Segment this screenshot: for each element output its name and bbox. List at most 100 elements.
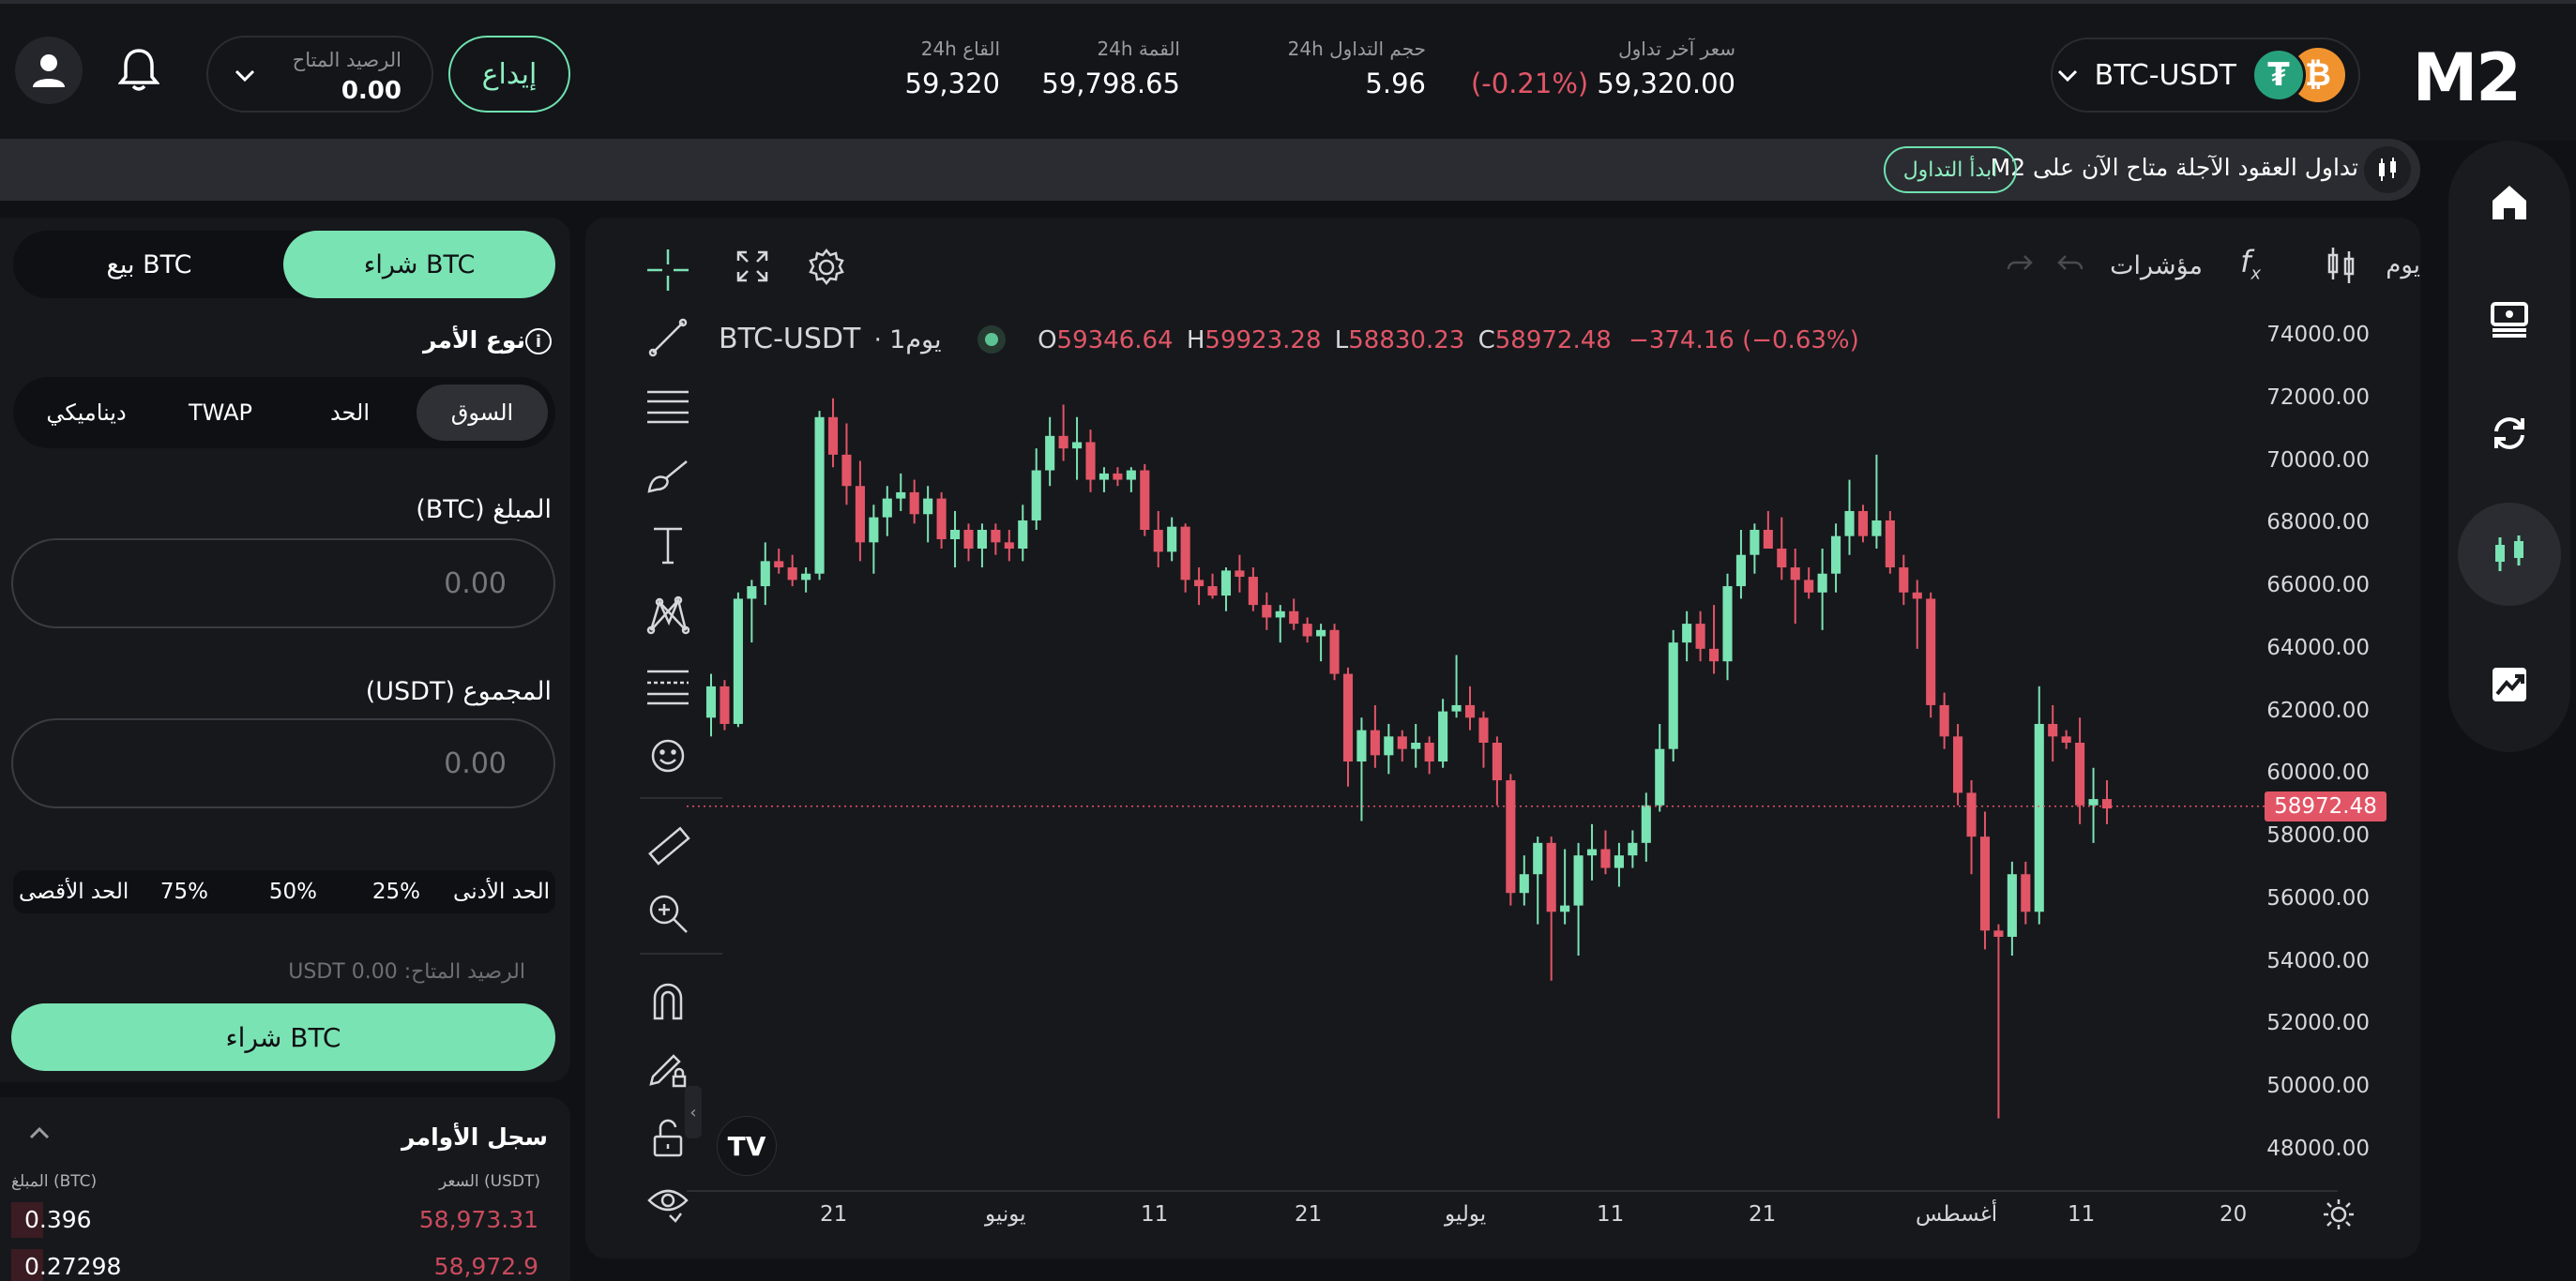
candle bbox=[1831, 535, 1841, 574]
tab-dynamic[interactable]: ديناميكي bbox=[46, 399, 127, 426]
candle bbox=[2034, 723, 2044, 912]
candle bbox=[1763, 529, 1773, 550]
crosshair-icon[interactable] bbox=[642, 244, 694, 296]
low-label: القاع 24h bbox=[920, 38, 1000, 60]
order-price: 58,972.9 bbox=[433, 1253, 538, 1280]
interval-selector[interactable]: يوم bbox=[2386, 251, 2420, 279]
candle bbox=[1316, 629, 1326, 637]
candle bbox=[963, 529, 974, 550]
tab-limit[interactable]: الحد bbox=[329, 399, 371, 426]
lock-draw-icon[interactable] bbox=[642, 1043, 694, 1095]
sell-tab[interactable]: بيع BTC bbox=[106, 249, 192, 279]
candle bbox=[1628, 842, 1638, 856]
balance-dropdown[interactable]: الرصيد المتاح 0.00 bbox=[206, 36, 433, 113]
y-tick-label: 54000.00 bbox=[2266, 948, 2370, 973]
function-icon[interactable]: fx bbox=[2240, 244, 2261, 284]
info-icon[interactable]: i bbox=[525, 328, 552, 354]
x-tick-label: أغسطس bbox=[1916, 1202, 1998, 1227]
percent-75[interactable]: 75% bbox=[159, 880, 208, 904]
x-tick-label: يونيو bbox=[985, 1202, 1026, 1227]
emoji-icon[interactable] bbox=[642, 730, 694, 782]
chevron-up-icon[interactable] bbox=[28, 1120, 51, 1146]
x-tick-label: 11 bbox=[1141, 1202, 1169, 1227]
order-row[interactable]: 58,972.9 0.27298 bbox=[0, 1247, 570, 1281]
horizontal-lines-icon[interactable] bbox=[642, 381, 694, 433]
candle bbox=[1207, 586, 1218, 596]
nav-trade[interactable] bbox=[2458, 503, 2561, 606]
legend-h-label: H bbox=[1186, 326, 1205, 354]
undo-icon[interactable] bbox=[2056, 253, 2084, 278]
percent-50[interactable]: 50% bbox=[268, 880, 317, 904]
nav-home[interactable] bbox=[2462, 156, 2556, 249]
magnet-icon[interactable] bbox=[642, 975, 694, 1028]
high-label: القمة 24h bbox=[1097, 38, 1180, 60]
percent-min[interactable]: الحد الأدنى bbox=[453, 880, 550, 904]
total-field[interactable]: 0.00 bbox=[11, 718, 555, 808]
candle bbox=[1533, 842, 1543, 875]
eye-icon[interactable] bbox=[642, 1178, 694, 1230]
trend-line-icon[interactable] bbox=[642, 311, 694, 364]
tradingview-logo[interactable]: TV bbox=[717, 1116, 777, 1176]
indicators-button[interactable]: مؤشرات bbox=[2110, 251, 2203, 280]
percent-max[interactable]: الحد الأقصى bbox=[19, 880, 129, 904]
percent-25[interactable]: 25% bbox=[371, 880, 420, 904]
side-nav bbox=[2448, 141, 2570, 752]
text-tool-icon[interactable] bbox=[642, 520, 694, 572]
submit-buy-button[interactable]: شراء BTC bbox=[11, 1003, 555, 1071]
candle bbox=[760, 561, 770, 587]
nav-markets[interactable] bbox=[2462, 638, 2556, 731]
legend-low: 58830.23 bbox=[1348, 326, 1465, 354]
nav-wallet[interactable] bbox=[2462, 272, 2556, 366]
chart-panel: يوم fx مؤشرات bbox=[585, 218, 2420, 1258]
ruler-icon[interactable] bbox=[642, 820, 694, 872]
y-tick-label: 64000.00 bbox=[2266, 635, 2370, 660]
candle bbox=[1478, 717, 1489, 743]
tab-market[interactable]: السوق bbox=[417, 384, 548, 441]
logo: M2 bbox=[2412, 39, 2522, 116]
fullscreen-icon[interactable] bbox=[735, 249, 769, 287]
collapse-tools-button[interactable]: ‹ bbox=[685, 1086, 702, 1138]
user-avatar[interactable] bbox=[15, 37, 83, 104]
unlock-icon[interactable] bbox=[642, 1112, 694, 1165]
bell-icon[interactable] bbox=[117, 47, 160, 94]
candlestick-chart[interactable] bbox=[585, 218, 2420, 1258]
candle bbox=[1289, 610, 1299, 625]
brightness-icon[interactable] bbox=[2323, 1198, 2355, 1234]
depth-bar bbox=[11, 1202, 43, 1238]
last-price-label: سعر آخر تداول bbox=[1618, 38, 1735, 60]
tab-twap[interactable]: TWAP bbox=[189, 399, 252, 426]
candle bbox=[1885, 520, 1895, 568]
tools-separator bbox=[640, 797, 722, 799]
order-panel: شراء BTC بيع BTC i نوع الأمر السوق الحد … bbox=[0, 218, 570, 1082]
deposit-button[interactable]: إيداع bbox=[448, 36, 570, 113]
candle bbox=[1397, 736, 1407, 749]
candle bbox=[814, 416, 825, 574]
brush-icon[interactable] bbox=[642, 450, 694, 503]
legend-change: −374.16 (−0.63%) bbox=[1629, 326, 1859, 354]
candle bbox=[1167, 526, 1177, 552]
order-row[interactable]: 58,973.31 0.396 bbox=[0, 1200, 570, 1238]
candle-style-icon[interactable] bbox=[2326, 246, 2356, 289]
amount-field[interactable]: 0.00 bbox=[11, 538, 555, 628]
settings-gear-icon[interactable] bbox=[807, 248, 846, 291]
buy-tab[interactable]: شراء BTC bbox=[283, 231, 555, 298]
nav-swap[interactable] bbox=[2462, 386, 2556, 480]
zoom-in-icon[interactable] bbox=[642, 887, 694, 940]
candle bbox=[1804, 580, 1814, 593]
redo-icon[interactable] bbox=[2006, 253, 2034, 278]
start-trading-button[interactable]: ابدأ التداول bbox=[1884, 146, 2017, 193]
candle bbox=[977, 529, 987, 550]
user-icon bbox=[33, 54, 65, 87]
y-tick-label: 68000.00 bbox=[2266, 510, 2370, 535]
pair-selector[interactable]: BTC-USDT ₮ ₿ bbox=[2051, 38, 2360, 113]
balance-value: 0.00 bbox=[341, 77, 402, 105]
tools-separator bbox=[640, 953, 722, 955]
high-value: 59,798.65 bbox=[1041, 68, 1180, 99]
y-tick-label: 62000.00 bbox=[2266, 698, 2370, 723]
candle bbox=[2021, 874, 2031, 912]
order-book-title: سجل الأوامر bbox=[402, 1123, 548, 1151]
high-stat: القمة 24h 59,798.65 bbox=[1041, 38, 1180, 99]
fib-levels-icon[interactable] bbox=[642, 660, 694, 713]
total-label: المجموع (USDT) bbox=[365, 677, 552, 706]
pattern-icon[interactable] bbox=[642, 589, 694, 641]
